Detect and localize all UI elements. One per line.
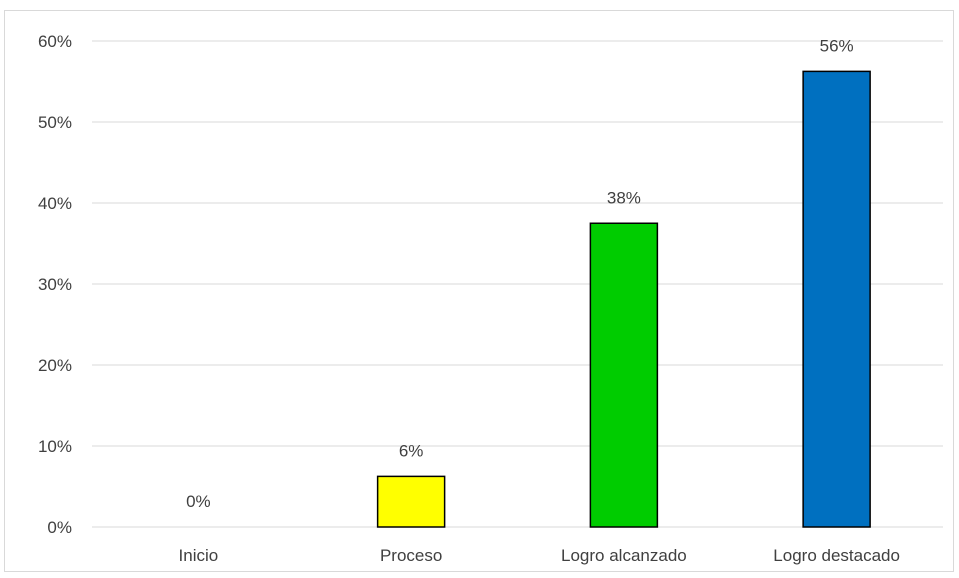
data-label-1: 6% — [399, 441, 424, 460]
category-label-3: Logro destacado — [773, 546, 900, 565]
category-label-0: Inicio — [179, 546, 219, 565]
y-tick-label-4: 40% — [38, 194, 72, 213]
bar-logro-alcanzado — [589, 222, 659, 528]
y-tick-label-2: 20% — [38, 356, 72, 375]
category-labels: Inicio Proceso Logro alcanzado Logro destac… — [179, 546, 900, 565]
category-label-1: Proceso — [380, 546, 442, 565]
y-tick-label-5: 50% — [38, 113, 72, 132]
bar-logro-destacado — [802, 70, 871, 528]
y-tick-label-3: 30% — [38, 275, 72, 294]
data-label-0: 0% — [186, 492, 211, 511]
bar-proceso — [376, 475, 446, 528]
y-axis-ticks: 0% 10% 20% 30% 40% 50% 60% — [38, 32, 72, 537]
category-label-2: Logro alcanzado — [561, 546, 687, 565]
data-labels: 0% 6% 38% 56% — [186, 36, 854, 511]
data-label-2: 38% — [607, 188, 641, 207]
y-tick-label-6: 60% — [38, 32, 72, 51]
y-tick-label-1: 10% — [38, 437, 72, 456]
y-tick-label-0: 0% — [47, 518, 72, 537]
bars — [376, 70, 871, 528]
gridlines — [92, 40, 943, 528]
chart-frame — [4, 10, 954, 572]
data-label-3: 56% — [820, 36, 854, 55]
